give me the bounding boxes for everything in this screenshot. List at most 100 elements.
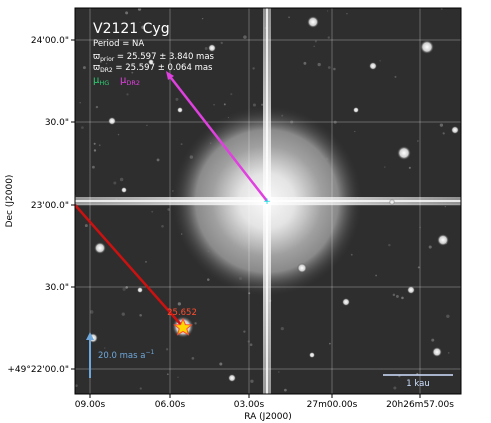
noise-speck: [201, 17, 204, 20]
noise-speck: [428, 245, 432, 249]
noise-speck: [416, 140, 419, 142]
noise-speck: [166, 373, 169, 376]
noise-speck: [350, 253, 353, 256]
field-star: [353, 107, 359, 113]
noise-speck: [84, 224, 88, 228]
field-star: [342, 298, 350, 306]
noise-speck: [137, 8, 142, 11]
noise-speck: [75, 384, 78, 388]
noise-speck: [314, 40, 317, 43]
noise-speck: [417, 266, 420, 269]
figure-title: V2121 Cyg: [93, 21, 170, 37]
noise-speck: [113, 181, 117, 185]
noise-speck: [89, 310, 94, 314]
noise-speck: [284, 388, 287, 392]
noise-speck: [204, 47, 208, 50]
field-star: [432, 347, 442, 357]
dr2-motion-arrow: [167, 73, 268, 202]
noise-speck: [243, 35, 247, 39]
noise-speck: [93, 149, 97, 152]
field-star: [389, 199, 395, 205]
noise-speck: [139, 387, 142, 390]
noise-speck: [327, 36, 330, 39]
noise-speck: [354, 130, 356, 133]
noise-speck: [446, 314, 450, 319]
noise-speck: [346, 12, 348, 15]
noise-speck: [326, 10, 329, 12]
noise-speck: [384, 166, 386, 168]
field-star: [177, 107, 183, 113]
noise-speck: [375, 274, 377, 277]
noise-speck: [194, 322, 197, 325]
noise-speck: [243, 330, 246, 333]
noise-speck: [121, 312, 125, 316]
field-star: [397, 146, 411, 160]
noise-speck: [252, 103, 256, 107]
noise-speck: [379, 59, 381, 62]
y-axis-label: Dec (J2000): [5, 175, 15, 228]
y-tick-label: +49°22'00.0": [7, 365, 69, 375]
field-star: [94, 242, 106, 254]
noise-speck: [220, 41, 223, 45]
noise-speck: [230, 93, 233, 96]
noise-speck: [146, 124, 148, 126]
noise-speck: [401, 296, 404, 300]
plot-frame: [74, 7, 462, 395]
noise-speck: [122, 287, 126, 291]
noise-speck: [139, 21, 141, 24]
field-star: [407, 286, 415, 294]
parallax-dr2-text: ϖDR2 = 25.597 ± 0.064 mas: [93, 63, 213, 74]
noise-speck: [161, 224, 164, 228]
noise-speck: [165, 348, 169, 351]
noise-speck: [408, 166, 411, 169]
noise-speck: [252, 67, 255, 70]
noise-speck: [261, 103, 264, 106]
noise-speck: [131, 71, 134, 74]
noise-speck: [392, 293, 396, 297]
period-text: Period = NA: [93, 39, 144, 49]
noise-speck: [327, 66, 331, 69]
noise-speck: [191, 357, 195, 360]
noise-speck: [303, 61, 307, 65]
noise-speck: [313, 45, 315, 48]
noise-speck: [207, 278, 210, 281]
noise-speck: [288, 16, 291, 19]
noise-speck: [119, 177, 124, 182]
companion-label: 25.652: [167, 308, 197, 318]
noise-speck: [439, 123, 444, 127]
field-star: [108, 117, 116, 125]
noise-speck: [442, 132, 445, 135]
coordinate-grid: [75, 8, 461, 394]
parallax-prior-text: ϖprior = 25.597 ± 3.840 mas: [93, 52, 215, 63]
noise-speck: [395, 294, 399, 298]
noise-speck: [249, 343, 253, 347]
noise-speck: [444, 205, 447, 208]
noise-speck: [280, 327, 284, 331]
noise-speck: [145, 260, 147, 263]
noise-speck: [126, 93, 129, 96]
noise-speck: [223, 103, 226, 106]
noise-speck: [93, 142, 96, 145]
x-tick-label: 27m00.00s: [307, 400, 358, 410]
noise-speck: [156, 158, 160, 162]
noise-speck: [394, 75, 397, 78]
field-star: [137, 287, 143, 293]
noise-speck: [125, 286, 129, 289]
noise-speck: [105, 62, 108, 65]
noise-speck: [431, 338, 435, 342]
noise-speck: [167, 208, 170, 211]
field-star: [451, 126, 459, 134]
noise-speck: [180, 143, 183, 146]
target-marker: +: [263, 197, 271, 207]
mu-hg-legend: μHG: [93, 75, 109, 87]
noise-speck: [82, 66, 86, 70]
noise-speck: [278, 371, 280, 373]
noise-speck: [125, 11, 129, 15]
star-marker: [173, 317, 193, 336]
noise-speck: [139, 313, 142, 317]
field-star: [208, 44, 216, 52]
x-tick-labels: 09.00s 06.00s 03.00s 27m00.00s 20h26m57.…: [75, 400, 454, 410]
noise-speck: [151, 210, 154, 213]
axis-ticks: [71, 39, 421, 398]
